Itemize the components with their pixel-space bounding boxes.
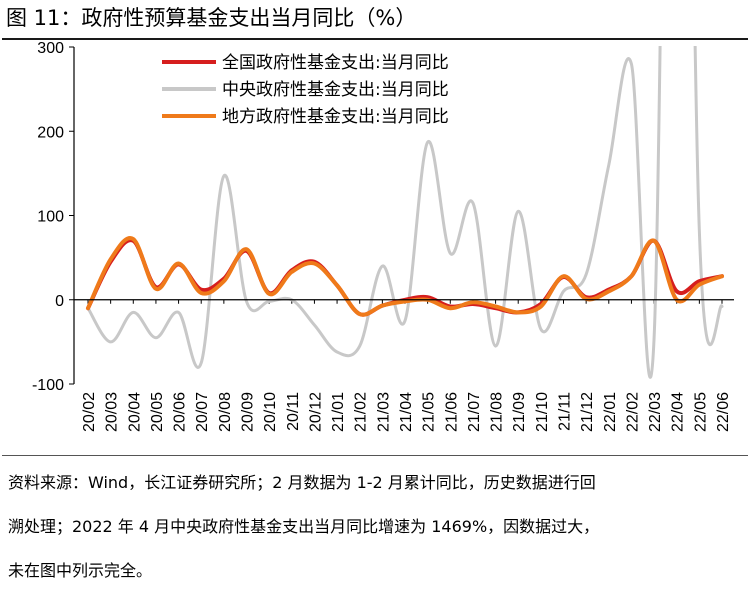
x-tick-label: 20/12 <box>307 392 324 432</box>
x-tick-label: 21/08 <box>489 392 506 432</box>
x-tick-label: 20/06 <box>172 392 189 432</box>
series-line-central <box>86 46 724 379</box>
x-tick-label: 22/04 <box>670 392 687 432</box>
legend-national-label: 全国政府性基金支出:当月同比 <box>222 53 449 73</box>
x-tick-label: 21/02 <box>353 392 370 432</box>
x-tick-label: 21/01 <box>330 392 347 432</box>
x-tick-label: 21/11 <box>557 392 574 431</box>
legend-central-label: 中央政府性基金支出:当月同比 <box>222 80 449 100</box>
x-tick-label: 20/02 <box>81 392 98 432</box>
legend-local-label: 地方政府性基金支出:当月同比 <box>222 107 449 127</box>
x-tick-label: 21/10 <box>534 392 551 432</box>
x-tick-label: 21/09 <box>511 392 528 432</box>
x-tick-label: 21/05 <box>421 392 438 432</box>
figure-title: 图 11：政府性预算基金支出当月同比（%） <box>6 6 417 30</box>
source-rule <box>2 455 748 456</box>
x-tick-label: 20/11 <box>285 392 302 431</box>
x-tick-label: 22/03 <box>647 392 664 432</box>
line-chart: -100 0 100 200 300 20/02 20/03 20/04 20/05 20/06… <box>32 40 734 432</box>
source-note-line-3: 未在图中列示完全。 <box>8 561 153 580</box>
x-tick-label: 21/07 <box>466 392 483 432</box>
x-tick-label: 20/05 <box>149 392 166 432</box>
x-tick-label: 22/05 <box>692 392 709 432</box>
y-tick-label: -100 <box>32 377 64 394</box>
x-tick-label: 22/02 <box>624 392 641 432</box>
x-tick-label: 20/10 <box>262 392 279 432</box>
x-tick-label: 21/03 <box>375 392 392 432</box>
y-tick-label: 0 <box>55 293 64 310</box>
x-tick-label: 20/07 <box>194 392 211 432</box>
x-tick-label: 21/04 <box>398 392 415 432</box>
x-tick-label: 21/12 <box>579 392 596 432</box>
x-tick-label: 20/03 <box>104 392 121 432</box>
x-tick-label: 20/04 <box>126 392 143 432</box>
x-tick-label: 21/06 <box>443 392 460 432</box>
source-note-line-1: 资料来源：Wind，长江证券研究所；2 月数据为 1-2 月累计同比，历史数据进… <box>8 473 596 492</box>
y-tick-label: 200 <box>37 124 64 141</box>
title-rule <box>2 38 748 40</box>
y-tick-label: 300 <box>37 40 64 57</box>
series-line-local <box>86 236 724 317</box>
x-tick-label: 20/09 <box>240 392 257 432</box>
x-tick-label: 20/08 <box>217 392 234 432</box>
x-tick-label: 22/06 <box>715 392 732 432</box>
source-note-line-2: 溯处理；2022 年 4 月中央政府性基金支出当月同比增速为 1469%，因数据… <box>8 517 600 536</box>
x-tick-label: 22/01 <box>602 392 619 432</box>
y-tick-label: 100 <box>37 209 64 226</box>
